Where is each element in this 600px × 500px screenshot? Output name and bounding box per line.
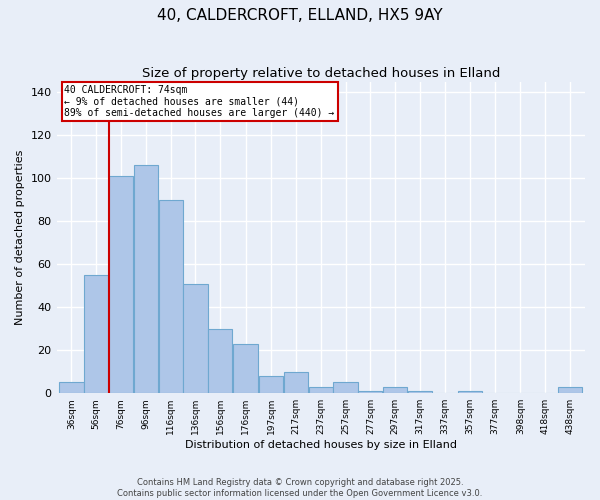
Bar	[184, 284, 208, 393]
Bar	[308, 387, 333, 393]
Text: 40 CALDERCROFT: 74sqm
← 9% of detached houses are smaller (44)
89% of semi-detac: 40 CALDERCROFT: 74sqm ← 9% of detached h…	[64, 85, 335, 118]
Bar	[134, 166, 158, 393]
Bar	[208, 329, 232, 393]
Y-axis label: Number of detached properties: Number of detached properties	[15, 150, 25, 325]
Text: Contains HM Land Registry data © Crown copyright and database right 2025.
Contai: Contains HM Land Registry data © Crown c…	[118, 478, 482, 498]
Bar	[233, 344, 259, 393]
Bar	[558, 387, 582, 393]
Bar	[408, 391, 432, 393]
Bar	[358, 391, 382, 393]
Bar	[109, 176, 133, 393]
Bar	[84, 275, 109, 393]
Bar	[458, 391, 482, 393]
Text: 40, CALDERCROFT, ELLAND, HX5 9AY: 40, CALDERCROFT, ELLAND, HX5 9AY	[157, 8, 443, 22]
Bar	[158, 200, 183, 393]
Bar	[284, 372, 308, 393]
Bar	[383, 387, 407, 393]
Bar	[259, 376, 283, 393]
X-axis label: Distribution of detached houses by size in Elland: Distribution of detached houses by size …	[185, 440, 457, 450]
Bar	[59, 382, 83, 393]
Title: Size of property relative to detached houses in Elland: Size of property relative to detached ho…	[142, 68, 500, 80]
Bar	[334, 382, 358, 393]
